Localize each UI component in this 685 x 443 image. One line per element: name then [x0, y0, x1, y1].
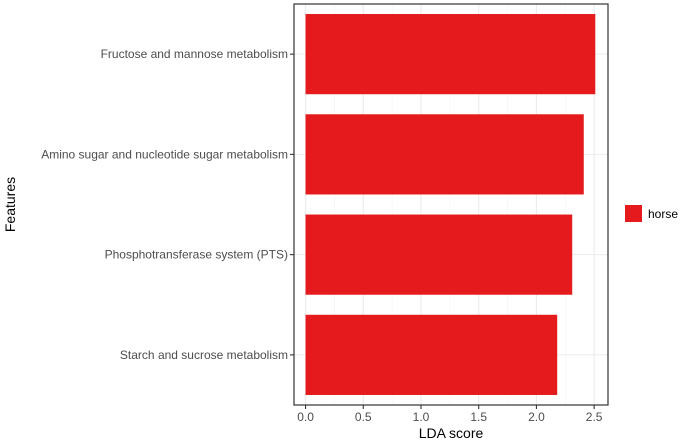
- x-tick-label: 0.0: [297, 410, 314, 424]
- legend: horse: [625, 205, 678, 222]
- y-axis-ticks: Fructose and mannose metabolism Amino sug…: [41, 47, 294, 362]
- y-tick-label: Fructose and mannose metabolism: [101, 47, 288, 61]
- plot-panel-border: [293, 3, 609, 406]
- bar: [305, 214, 573, 295]
- y-tick-label: Starch and sucrose metabolism: [120, 348, 288, 362]
- y-axis-title: Features: [2, 177, 18, 232]
- legend-label: horse: [648, 207, 678, 221]
- x-axis-ticks: 0.0 0.5 1.0 1.5 2.0 2.5: [297, 405, 603, 424]
- bar: [305, 114, 584, 195]
- bar: [305, 314, 558, 395]
- legend-key: [625, 205, 642, 222]
- y-tick-label: Phosphotransferase system (PTS): [105, 248, 288, 262]
- bar: [305, 14, 596, 95]
- x-tick-label: 2.5: [586, 410, 603, 424]
- bars: [305, 14, 596, 395]
- x-tick-label: 0.5: [355, 410, 372, 424]
- x-tick-label: 2.0: [528, 410, 545, 424]
- x-tick-label: 1.5: [470, 410, 487, 424]
- y-tick-label: Amino sugar and nucleotide sugar metabol…: [41, 147, 288, 161]
- x-axis-title: LDA score: [419, 425, 484, 441]
- x-tick-label: 1.0: [413, 410, 430, 424]
